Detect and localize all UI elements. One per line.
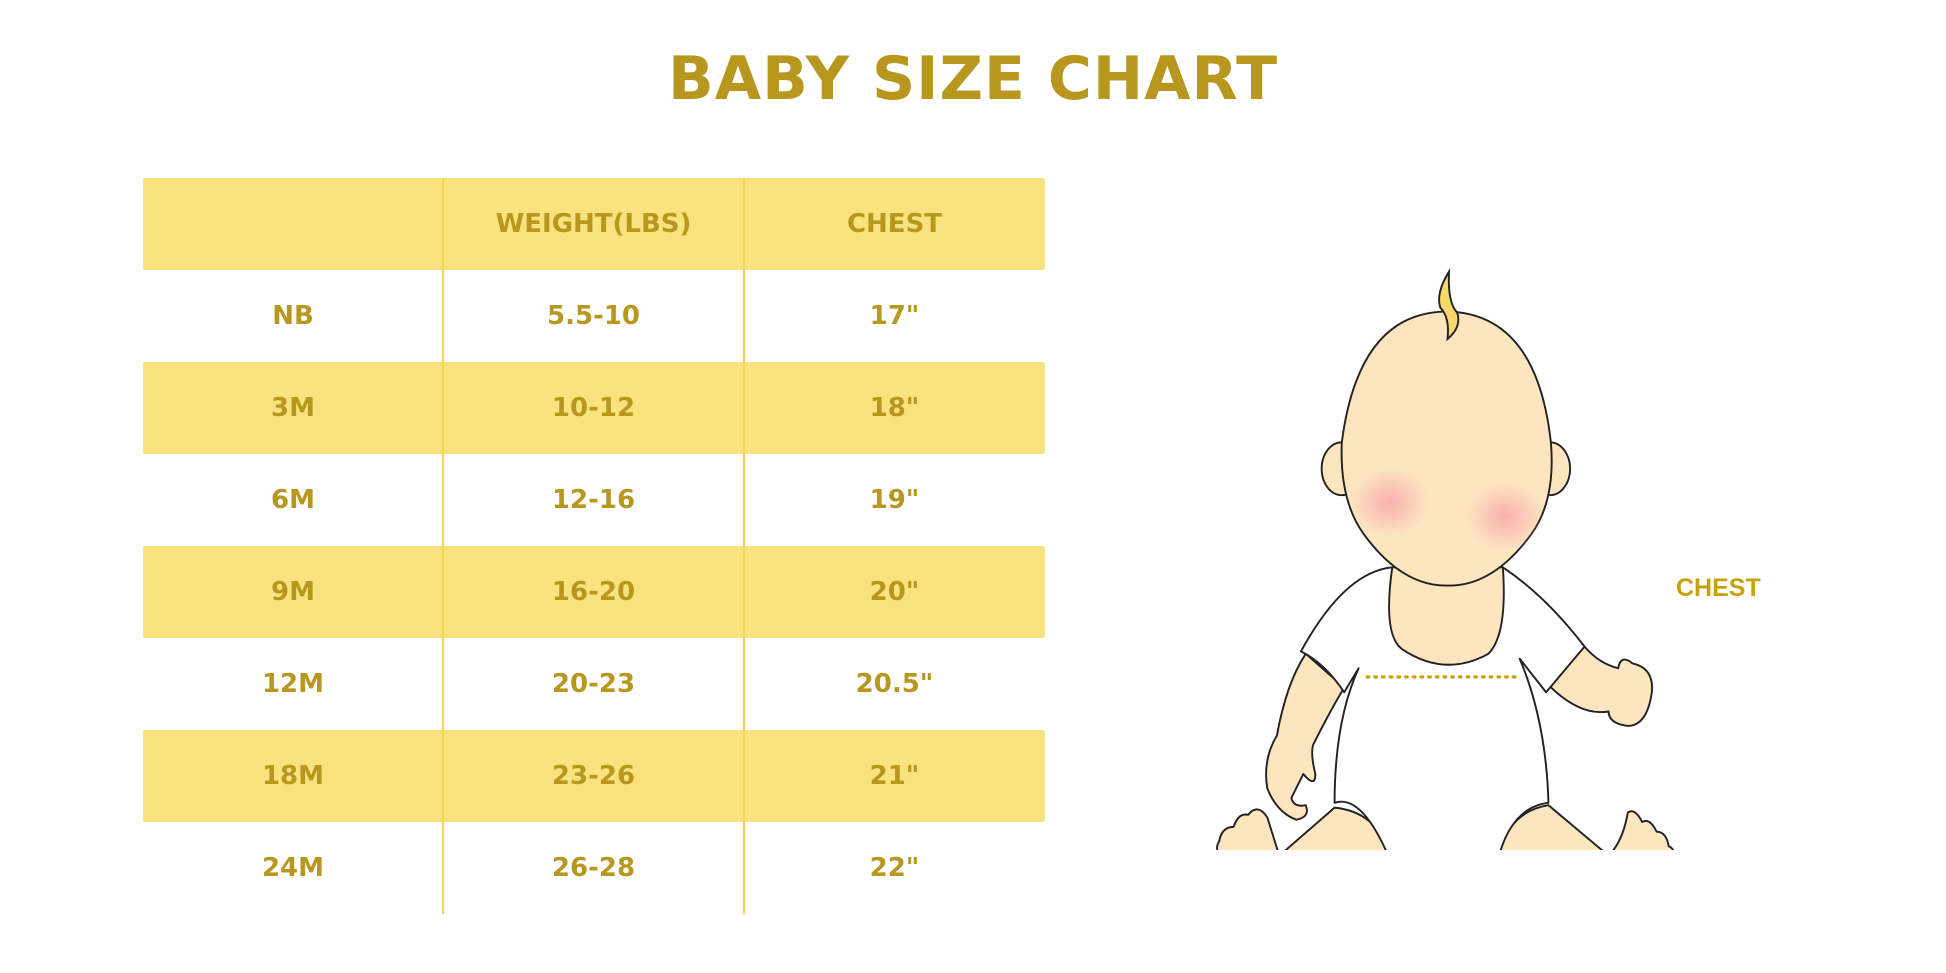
size-cell: 24M	[261, 853, 325, 883]
size-cell: 3M	[271, 393, 315, 423]
weight-cell: 10-12	[551, 393, 636, 423]
header-weight: WEIGHT(LBS)	[495, 209, 692, 239]
chest-cell: 20.5"	[855, 669, 934, 699]
table-row: 18M 23-26 21"	[143, 730, 1045, 822]
chest-cell: 19"	[869, 485, 920, 515]
baby-illustration	[1216, 268, 1674, 850]
table-header-row: WEIGHT(LBS) CHEST	[143, 178, 1045, 270]
column-divider	[442, 178, 444, 914]
table-row: 6M 12-16 19"	[143, 454, 1045, 546]
weight-cell: 5.5-10	[546, 301, 641, 331]
left-foot	[1216, 806, 1391, 850]
size-cell: 12M	[261, 669, 325, 699]
weight-cell: 20-23	[551, 669, 636, 699]
table-row: 3M 10-12 18"	[143, 362, 1045, 454]
chest-label: CHEST	[1676, 574, 1761, 602]
cheek-right	[1466, 483, 1544, 551]
size-cell: 18M	[261, 761, 325, 791]
weight-cell: 26-28	[551, 853, 636, 883]
chest-cell: 17"	[869, 301, 920, 331]
header-size	[143, 178, 443, 270]
weight-cell: 23-26	[551, 761, 636, 791]
header-chest: CHEST	[846, 209, 943, 239]
neck	[1388, 566, 1505, 666]
cheek-left	[1351, 468, 1429, 537]
size-table: WEIGHT(LBS) CHEST NB 5.5-10 17" 3M 10-12…	[143, 178, 1045, 914]
right-foot	[1498, 804, 1674, 850]
table-row: 24M 26-28 22"	[143, 822, 1045, 914]
hair-curl	[1438, 268, 1460, 342]
size-cell: 9M	[271, 577, 315, 607]
size-cell: NB	[272, 301, 314, 331]
weight-cell: 12-16	[551, 485, 636, 515]
onesie	[1299, 566, 1586, 850]
chest-cell: 18"	[869, 393, 920, 423]
left-arm	[1265, 652, 1346, 821]
column-divider	[743, 178, 745, 914]
table-row: NB 5.5-10 17"	[143, 270, 1045, 362]
chest-cell: 22"	[869, 853, 920, 883]
page-title: BABY SIZE CHART	[668, 44, 1278, 114]
size-cell: 6M	[271, 485, 315, 515]
table-row: 12M 20-23 20.5"	[143, 638, 1045, 730]
chest-cell: 21"	[869, 761, 920, 791]
right-arm	[1547, 645, 1654, 727]
table-row: 9M 16-20 20"	[143, 546, 1045, 638]
chest-cell: 20"	[869, 577, 920, 607]
weight-cell: 16-20	[551, 577, 636, 607]
